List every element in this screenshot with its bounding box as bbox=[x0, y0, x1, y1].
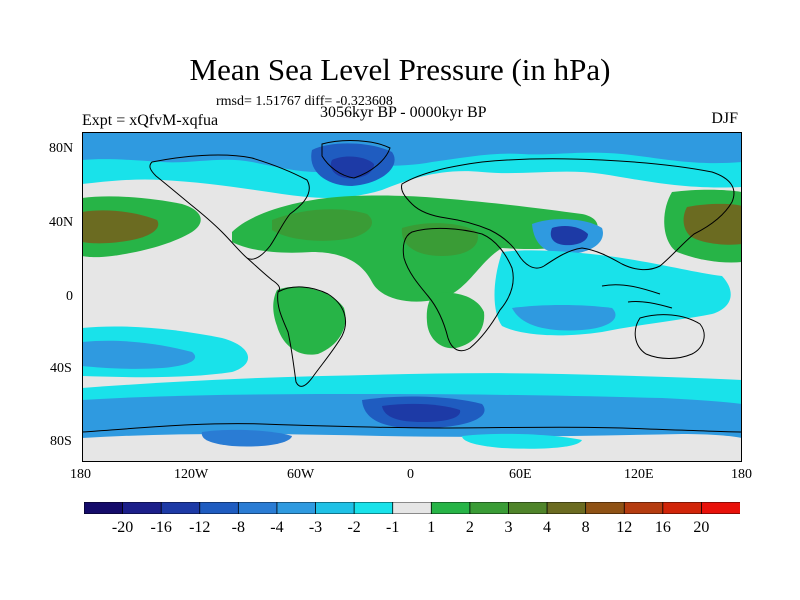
colorbar-label: 16 bbox=[654, 519, 671, 536]
colorbar-label: -20 bbox=[111, 519, 134, 536]
colorbar-swatch bbox=[508, 502, 548, 514]
colorbar-swatch bbox=[315, 502, 356, 514]
lat-tick-eq: 0 bbox=[66, 289, 73, 304]
colorbar-swatch bbox=[392, 502, 433, 514]
colorbar-swatch bbox=[160, 502, 201, 514]
colorbar-swatch bbox=[430, 502, 471, 514]
colorbar-swatch bbox=[199, 502, 240, 514]
lon-tick-120e: 120E bbox=[624, 467, 654, 482]
coastlines bbox=[82, 140, 742, 433]
antarctic-interior-cyan bbox=[462, 433, 582, 449]
coastline-africa bbox=[402, 227, 514, 352]
arctic-low-core bbox=[82, 132, 742, 173]
colorbar-label: -16 bbox=[150, 519, 172, 536]
colorbar-swatch bbox=[353, 502, 394, 514]
indian-ocean-low-core bbox=[512, 305, 616, 331]
lat-tick-80s: 80S bbox=[50, 434, 72, 449]
antarctic-interior-blue bbox=[201, 429, 292, 447]
south-america-high bbox=[273, 286, 346, 355]
coastline-antarctica bbox=[82, 423, 742, 433]
lon-tick-180e: 180 bbox=[731, 467, 752, 482]
season-label: DJF bbox=[711, 110, 738, 127]
greenland-low-core bbox=[330, 156, 374, 179]
lat-tick-40s: 40S bbox=[50, 361, 72, 376]
stats-text: rmsd= 1.51767 diff= -0.323608 bbox=[216, 94, 393, 109]
south-pacific-low-core bbox=[82, 340, 196, 369]
colorbar-swatch bbox=[701, 502, 740, 514]
colorbar-swatch bbox=[276, 502, 317, 514]
coastline-south-america bbox=[277, 286, 346, 387]
colorbar-label: -4 bbox=[270, 519, 284, 536]
colorbar-label: 12 bbox=[616, 519, 633, 536]
antarctic-low-core-2 bbox=[382, 403, 461, 422]
north-pacific-high-east-core bbox=[683, 203, 742, 245]
period-text: 3056kyr BP - 0000kyr BP bbox=[320, 104, 487, 121]
colorbar-label: 4 bbox=[543, 519, 552, 536]
colorbar-label: 20 bbox=[693, 519, 710, 536]
colorbar-label: 8 bbox=[581, 519, 590, 536]
coastline-eurasia bbox=[401, 158, 735, 271]
colorbar-swatch bbox=[237, 502, 278, 514]
coastline-central-america bbox=[246, 257, 281, 293]
atlantic-high-core bbox=[272, 209, 372, 241]
coastline-greenland bbox=[321, 140, 391, 179]
colorbar-label: -12 bbox=[189, 519, 211, 536]
antarctic-interior bbox=[82, 434, 742, 462]
asian-monsoon-low-core bbox=[550, 226, 588, 246]
map-frame bbox=[82, 132, 742, 462]
coastline-indonesia bbox=[601, 284, 673, 309]
colorbar-swatch bbox=[662, 502, 703, 514]
colorbar-label: -8 bbox=[231, 519, 245, 536]
lon-tick-60w: 60W bbox=[287, 467, 315, 482]
south-africa-high bbox=[426, 292, 485, 349]
lon-tick-0: 0 bbox=[407, 467, 414, 482]
colorbar-label: 2 bbox=[465, 519, 474, 536]
lat-tick-80n: 80N bbox=[49, 141, 74, 156]
colorbar-label: -3 bbox=[308, 519, 323, 536]
colorbar-swatch bbox=[84, 502, 124, 514]
colorbar-label: -1 bbox=[386, 519, 400, 536]
lon-tick-60e: 60E bbox=[509, 467, 532, 482]
colorbar-swatch bbox=[546, 502, 587, 514]
colorbar-swatch bbox=[469, 502, 510, 514]
coastline-australia bbox=[634, 314, 705, 359]
colorbar-label: 3 bbox=[504, 519, 513, 536]
colorbar-swatch bbox=[122, 502, 163, 514]
experiment-label: Expt = xQfvM-xqfua bbox=[82, 112, 219, 129]
lon-tick-180w: 180 bbox=[70, 467, 91, 482]
north-pacific-high-west-core bbox=[82, 210, 159, 244]
colorbar-label: -2 bbox=[347, 519, 361, 536]
colorbar-swatch bbox=[623, 502, 664, 514]
colorbar bbox=[84, 502, 740, 514]
sahara-high-core bbox=[401, 223, 478, 256]
lon-tick-120w: 120W bbox=[174, 467, 209, 482]
chart-title: Mean Sea Level Pressure (in hPa) bbox=[189, 52, 611, 87]
coastline-north-america bbox=[149, 154, 310, 260]
colorbar-swatch bbox=[585, 502, 626, 514]
colorbar-label: 1 bbox=[427, 519, 436, 536]
lat-tick-40n: 40N bbox=[49, 215, 74, 230]
pressure-map bbox=[82, 132, 742, 462]
